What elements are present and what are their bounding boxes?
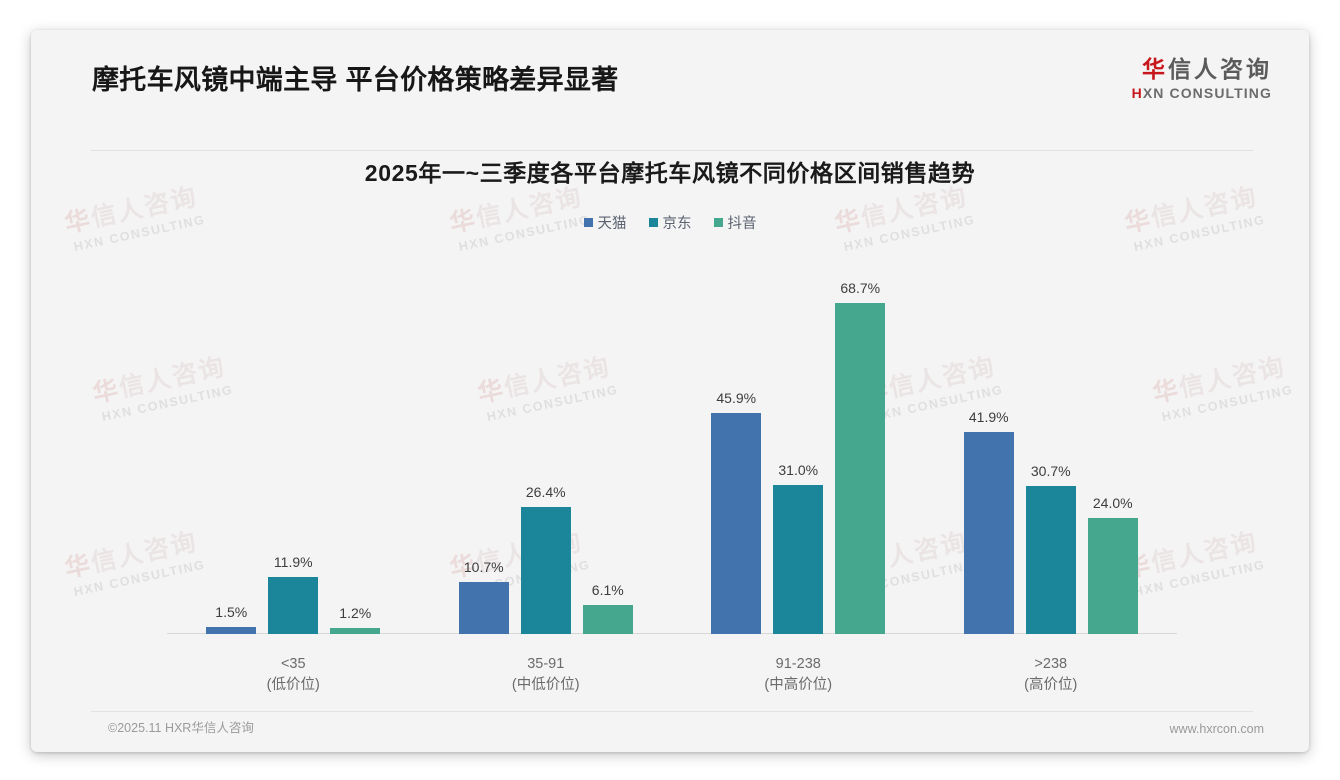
page-title: 摩托车风镜中端主导 平台价格策略差异显著 [92,65,619,95]
category-main: >238 [1034,656,1068,672]
bar-天猫[interactable] [963,432,1014,634]
bar-group: 1.5% 11.9% 1.2% [198,258,388,634]
legend-swatch-icon [583,218,593,227]
slide-header: 摩托车风镜中端主导 平台价格策略差异显著 华信人咨询 HXN CONSULTIN… [31,30,1309,120]
bar-value-label: 24.0% [1092,495,1133,512]
bar-value-label: 10.7% [463,559,504,576]
footer-website[interactable]: www.hxrcon.com [1169,722,1264,736]
bar-value-label: 45.9% [716,389,757,406]
bar-column: 41.9% [963,258,1014,634]
chart-container: 2025年一~三季度各平台摩托车风镜不同价格区间销售趋势 天猫 京东 抖音 1.5%… [31,30,1309,752]
category-main: 35-91 [527,656,565,672]
x-axis-category-label: 91-238 (中高价位) [678,654,918,696]
company-logo: 华信人咨询 HXN CONSULTING [1132,56,1272,102]
bar-抖音[interactable] [835,302,886,634]
bar-value-label: 1.2% [339,605,372,622]
bar-京东[interactable] [268,576,319,634]
logo-cn-first-char: 华 [1142,56,1168,82]
bar-column: 30.7% [1025,258,1076,634]
bar-column: 6.1% [582,258,633,634]
slide-canvas: 华信人咨询 HXN CONSULTING 华信人咨询 HXN CONSULTING 华信… [31,30,1309,752]
legend-label: 天猫 [597,216,627,232]
bar-天猫[interactable] [458,582,509,634]
category-sub: (中高价位) [764,677,833,694]
x-axis-category-label: 35-91 (中低价位) [426,654,666,696]
bar-column: 10.7% [458,258,509,634]
bar-京东[interactable] [773,484,824,634]
x-axis-line [167,633,1177,634]
bar-column: 24.0% [1087,258,1138,634]
header-divider [91,150,1253,151]
x-axis-category-label: <35 (低价位) [173,654,413,696]
bar-value-label: 68.7% [840,279,881,296]
bar-value-label: 26.4% [525,483,566,500]
bar-column: 11.9% [268,258,319,634]
bar-column: 45.9% [711,258,762,634]
bar-group: 41.9% 30.7% 24.0% [956,258,1146,634]
bar-column: 1.5% [206,258,257,634]
bar-value-label: 1.5% [215,603,248,620]
legend-swatch-icon [648,218,658,227]
chart-plot-area: 1.5% 11.9% 1.2% <35 (低价位) 10.7% 26.4% 6.1% 35-91… [167,258,1177,693]
category-sub: (高价位) [1024,677,1078,694]
logo-cn-rest: 信人咨询 [1168,56,1272,82]
bar-column: 26.4% [520,258,571,634]
category-sub: (低价位) [266,677,320,694]
legend-item-京东[interactable]: 京东 [648,212,692,233]
bar-value-label: 31.0% [778,461,819,478]
legend-item-天猫[interactable]: 天猫 [583,212,627,233]
bar-抖音[interactable] [330,628,381,634]
bar-column: 31.0% [773,258,824,634]
category-sub: (中低价位) [511,677,580,694]
category-main: 91-238 [775,656,821,672]
bar-group: 10.7% 26.4% 6.1% [451,258,641,634]
logo-english-text: HXN CONSULTING [1131,85,1272,102]
bar-value-label: 6.1% [591,581,624,598]
x-axis-category-label: >238 (高价位) [931,654,1171,696]
legend-label: 京东 [662,216,692,232]
logo-en-first-char: H [1131,85,1143,102]
bar-value-label: 30.7% [1030,463,1071,480]
footer-divider [91,711,1253,712]
logo-chinese-text: 华信人咨询 [1132,56,1272,83]
bar-value-label: 11.9% [273,553,313,570]
bar-天猫[interactable] [206,626,257,634]
legend-label: 抖音 [727,216,757,232]
bar-京东[interactable] [1025,486,1076,634]
chart-legend: 天猫 京东 抖音 [31,212,1309,233]
bar-抖音[interactable] [1087,518,1138,634]
legend-item-抖音[interactable]: 抖音 [713,212,757,233]
bar-value-label: 41.9% [968,409,1009,426]
legend-swatch-icon [713,218,723,227]
bar-京东[interactable] [520,506,571,634]
bar-column: 68.7% [835,258,886,634]
bar-group: 45.9% 31.0% 68.7% [703,258,893,634]
logo-en-rest: XN CONSULTING [1142,85,1272,102]
chart-title: 2025年一~三季度各平台摩托车风镜不同价格区间销售趋势 [364,160,976,186]
bar-天猫[interactable] [711,412,762,634]
footer-copyright: ©2025.11 HXR华信人咨询 [108,721,254,735]
bar-抖音[interactable] [582,604,633,634]
bar-column: 1.2% [330,258,381,634]
category-main: <35 [280,656,306,672]
